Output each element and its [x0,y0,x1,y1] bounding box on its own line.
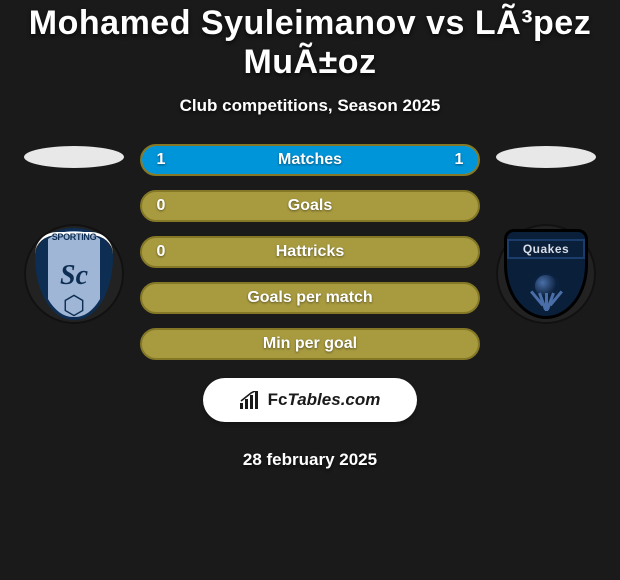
brand-text: FcTables.com [268,390,381,410]
stat-label: Hattricks [180,243,440,261]
sporting-kc-crest-icon: SPORTING Sc ⬡ [35,228,113,320]
left-player-column: SPORTING Sc ⬡ [14,144,134,324]
stat-label: Goals per match [180,289,440,307]
stat-left-value: 0 [142,197,180,215]
left-nation-flag [24,146,124,168]
stat-row-goals: 0 Goals [140,190,480,222]
stat-row-gpm: Goals per match [140,282,480,314]
stat-left-value: 0 [142,243,180,261]
stat-left-value: 1 [142,151,180,169]
stat-label: Goals [180,197,440,215]
left-club-crest: SPORTING Sc ⬡ [24,224,124,324]
comparison-content: SPORTING Sc ⬡ 1 Matches 1 0 Goals 0 Hatt… [0,144,620,470]
stat-label: Matches [180,151,440,169]
stats-column: 1 Matches 1 0 Goals 0 Hattricks Goals pe… [134,144,486,470]
snapshot-date: 28 february 2025 [140,450,480,470]
right-club-crest: Quakes [496,224,596,324]
stat-label: Min per goal [180,335,440,353]
page-title: Mohamed Syuleimanov vs LÃ³pez MuÃ±oz [0,0,620,82]
subtitle: Club competitions, Season 2025 [0,96,620,116]
stat-row-matches: 1 Matches 1 [140,144,480,176]
right-nation-flag [496,146,596,168]
right-player-column: Quakes [486,144,606,324]
stat-row-mpg: Min per goal [140,328,480,360]
stat-row-hattricks: 0 Hattricks [140,236,480,268]
brand-chart-icon [240,391,262,409]
stat-right-value: 1 [440,151,478,169]
brand-badge: FcTables.com [203,378,417,422]
quakes-crest-icon: Quakes [504,229,588,319]
